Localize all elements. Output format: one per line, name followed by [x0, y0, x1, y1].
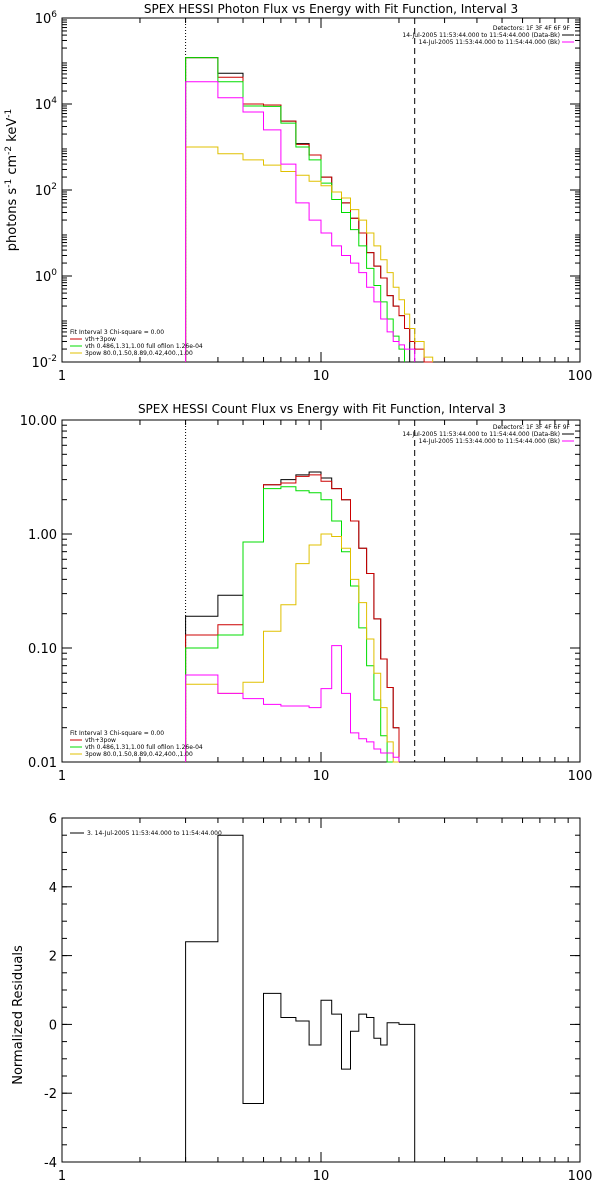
legend-fit-interval: Fit Interval 3 Chi-square = 0.00 — [70, 730, 164, 737]
series-line-3pow — [185, 146, 434, 362]
y-tick-label: -2 — [44, 1087, 57, 1102]
y-tick-label: 0 — [49, 1018, 57, 1033]
legend-thermal: vth 0.486,1.31,1.00 full ofilon 1.26e-04 — [85, 744, 203, 751]
legend-detectors: Detectors: 1F 3F 4F 6F 9F — [493, 25, 571, 32]
legend-total-fit: vth+3pow — [85, 737, 116, 744]
x-tick-label: 1 — [58, 769, 66, 784]
x-tick-label: 100 — [568, 769, 593, 784]
count-flux-panel: SPEX HESSI Count Flux vs Energy with Fit… — [20, 402, 593, 784]
y-tick-label: -4 — [44, 1156, 57, 1171]
photon-flux-plot-area: 1 10 100 10-2 100 102 104 106 — [31, 10, 592, 384]
series-line-bk — [185, 81, 416, 362]
photon-flux-title: SPEX HESSI Photon Flux vs Energy with Fi… — [144, 2, 518, 16]
y-tick-label: 6 — [49, 812, 57, 827]
y-tick-label: 106 — [35, 10, 58, 27]
legend-nonthermal: 3pow 80.0,1.50,8.89,0.42,400.,1.00 — [85, 350, 193, 357]
count-flux-title: SPEX HESSI Count Flux vs Energy with Fit… — [138, 402, 506, 416]
legend-bk: 14-Jul-2005 11:53:44.000 to 11:54:44.000… — [419, 39, 560, 46]
photon-flux-panel: SPEX HESSI Photon Flux vs Energy with Fi… — [4, 2, 592, 384]
legend-total-fit: vth+3pow — [85, 336, 116, 343]
legend-bk: 14-Jul-2005 11:53:44.000 to 11:54:44.000… — [419, 438, 560, 445]
x-tick-label: 1 — [58, 1169, 66, 1184]
photon-flux-ylabel: photons s-1 cm-2 keV-1 — [4, 109, 20, 251]
residuals-legend-label: 3. 14-Jul-2005 11:53:44.000 to 11:54:44.… — [87, 830, 222, 837]
y-tick-label: 10-2 — [31, 354, 57, 371]
y-tick-label: 0.10 — [28, 642, 57, 657]
x-tick-label: 10 — [313, 1169, 330, 1184]
y-tick-label: 1.00 — [28, 528, 57, 543]
series-line-vth — [185, 57, 405, 362]
y-tick-label: 2 — [49, 950, 57, 965]
x-tick-label: 1 — [58, 369, 66, 384]
series-line-3-14-jul-2005-11-53-44-000-to- — [185, 834, 416, 1162]
y-tick-label: 104 — [35, 96, 58, 113]
residuals-ylabel: Normalized Residuals — [11, 945, 26, 1085]
legend-thermal: vth 0.486,1.31,1.00 full ofilon 1.26e-04 — [85, 343, 203, 350]
y-tick-label: 100 — [35, 268, 58, 285]
y-tick-label: 102 — [35, 182, 57, 199]
series-line-vth — [185, 486, 394, 763]
series-line-3pow — [185, 533, 399, 763]
legend-data-bk: 14-Jul-2005 11:53:44.000 to 11:54:44.000… — [402, 431, 560, 438]
count-flux-plot-area: 1 10 100 0.01 0.10 1.00 10.00 — [20, 414, 593, 784]
residuals-panel: Normalized Residuals 1 10 100 -4 -2 0 2 4 6 3. 1… — [11, 812, 592, 1184]
x-tick-label: 10 — [313, 369, 330, 384]
y-tick-label: 0.01 — [28, 756, 57, 771]
x-tick-label: 100 — [568, 1169, 593, 1184]
legend-detectors: Detectors: 1F 3F 4F 6F 9F — [493, 424, 571, 431]
x-tick-label: 10 — [313, 769, 330, 784]
legend-data-bk: 14-Jul-2005 11:53:44.000 to 11:54:44.000… — [402, 32, 560, 39]
y-tick-label: 4 — [49, 881, 57, 896]
legend-fit-interval: Fit Interval 3 Chi-square = 0.00 — [70, 329, 164, 336]
series-line-bk — [185, 645, 400, 762]
x-tick-label: 100 — [568, 369, 593, 384]
legend-nonthermal: 3pow 80.0,1.50,8.89,0.42,400.,1.00 — [85, 751, 193, 758]
y-tick-label: 10.00 — [20, 414, 57, 429]
residuals-plot-area: 1 10 100 -4 -2 0 2 4 6 — [44, 812, 592, 1184]
